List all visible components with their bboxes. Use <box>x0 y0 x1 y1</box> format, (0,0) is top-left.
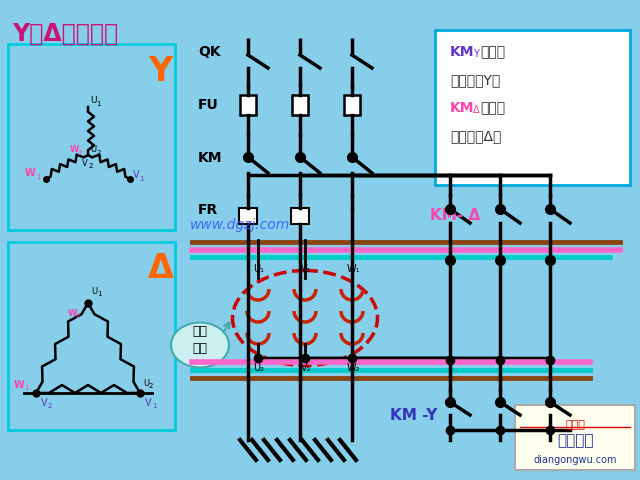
Bar <box>239 208 257 224</box>
Text: 2: 2 <box>48 403 52 409</box>
Text: 电工之屋: 电工之屋 <box>557 433 593 448</box>
Text: W: W <box>70 145 79 155</box>
Text: QK: QK <box>198 45 221 59</box>
Text: Y: Y <box>473 49 479 59</box>
Text: W: W <box>24 168 35 178</box>
Bar <box>515 405 635 470</box>
Text: 2: 2 <box>97 150 101 156</box>
Text: Y－Δ减压起动: Y－Δ减压起动 <box>12 22 118 46</box>
Text: 2: 2 <box>89 163 93 169</box>
Bar <box>240 95 256 115</box>
Text: KM: KM <box>198 151 223 165</box>
Text: V: V <box>132 170 139 180</box>
Text: KM: KM <box>450 101 474 115</box>
Bar <box>8 44 175 230</box>
Text: diangongwu.com: diangongwu.com <box>533 455 617 465</box>
Text: V₁: V₁ <box>301 264 311 274</box>
Text: V: V <box>82 158 88 168</box>
Bar <box>291 208 309 224</box>
Text: Δ: Δ <box>148 252 174 285</box>
Text: W: W <box>14 380 25 390</box>
Text: U: U <box>90 96 97 105</box>
Text: KM -Y: KM -Y <box>390 408 437 422</box>
Text: Y: Y <box>148 55 172 88</box>
Text: 电机接成Y形: 电机接成Y形 <box>450 73 500 87</box>
Text: 2: 2 <box>78 150 83 156</box>
Text: 1: 1 <box>24 385 29 391</box>
Text: V₂: V₂ <box>301 363 311 373</box>
Text: W₁: W₁ <box>346 264 360 274</box>
Bar <box>435 30 630 185</box>
Text: 1: 1 <box>96 101 100 107</box>
Text: 电机接成Δ形: 电机接成Δ形 <box>450 129 501 143</box>
Bar <box>344 95 360 115</box>
Text: Δ: Δ <box>473 105 479 115</box>
Text: U: U <box>143 379 149 387</box>
Text: 1: 1 <box>97 291 102 297</box>
Text: 1: 1 <box>140 176 144 182</box>
Text: V: V <box>41 398 47 408</box>
Text: 子电动: 子电动 <box>565 420 585 430</box>
Text: U₂: U₂ <box>253 363 264 373</box>
Ellipse shape <box>171 323 229 368</box>
Text: W: W <box>68 309 77 317</box>
Bar <box>292 95 308 115</box>
Text: U: U <box>91 287 97 296</box>
Text: 1: 1 <box>152 403 157 409</box>
Text: 2: 2 <box>76 313 81 319</box>
Text: FR: FR <box>198 203 218 217</box>
Text: 2: 2 <box>149 383 154 389</box>
Text: U₁: U₁ <box>253 264 264 274</box>
Text: W₂: W₂ <box>346 363 360 373</box>
Text: 闭合，: 闭合， <box>480 101 505 115</box>
Text: FU: FU <box>198 98 219 112</box>
Text: 电机
绕组: 电机 绕组 <box>193 325 207 355</box>
Text: 1: 1 <box>36 174 41 180</box>
Text: KM: KM <box>450 45 474 59</box>
Text: 闭合，: 闭合， <box>480 45 505 59</box>
Text: www.dgzj.com: www.dgzj.com <box>190 218 291 232</box>
Text: V: V <box>145 398 152 408</box>
Bar <box>8 242 175 430</box>
Text: KM- Δ: KM- Δ <box>430 207 480 223</box>
Text: U: U <box>90 145 96 155</box>
